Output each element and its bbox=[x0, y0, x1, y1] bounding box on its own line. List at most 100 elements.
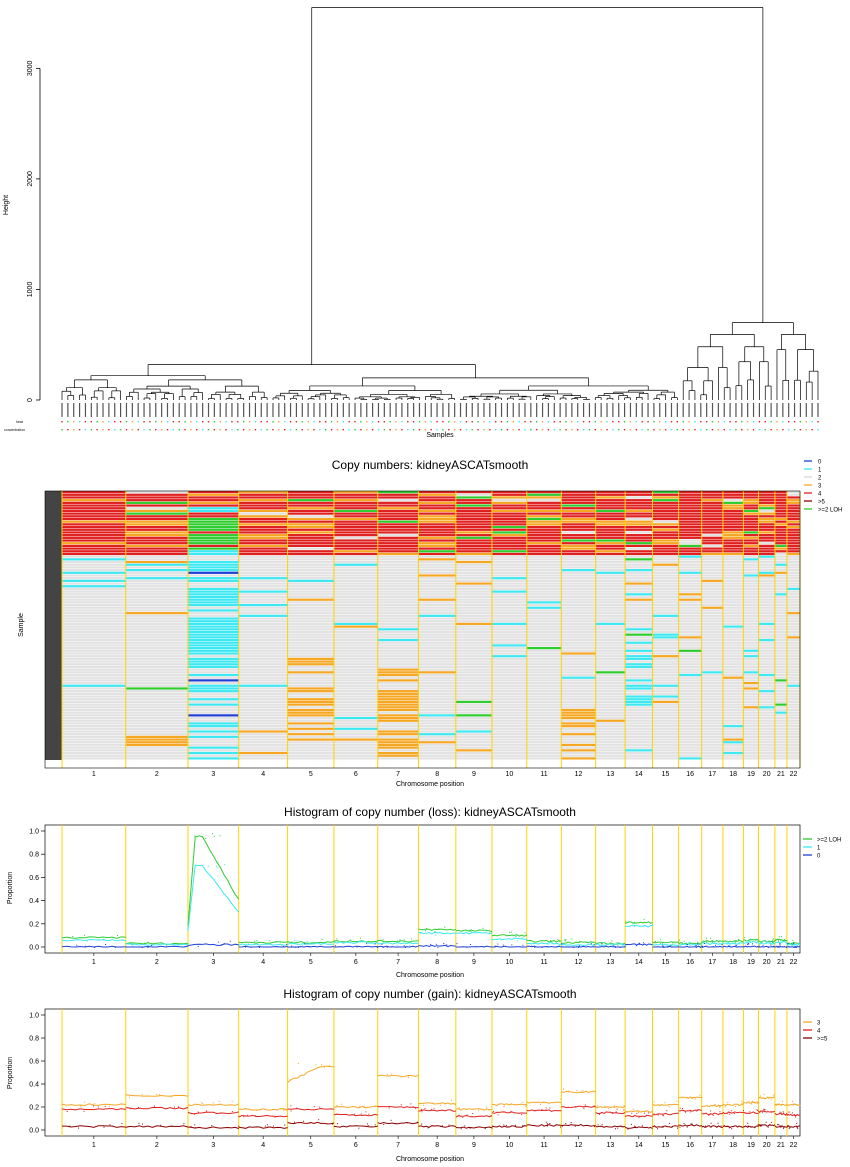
gain-ylabel: Proportion bbox=[7, 1057, 14, 1089]
heatmap-cell bbox=[786, 571, 800, 574]
series-point bbox=[160, 1124, 162, 1126]
heatmap-cell bbox=[455, 539, 492, 542]
heatmap-cell bbox=[491, 714, 527, 717]
heatmap-cell bbox=[625, 733, 653, 736]
heatmap-cell bbox=[595, 574, 626, 577]
dendrogram-leaf-label bbox=[758, 403, 760, 417]
heatmap-cell bbox=[455, 625, 492, 628]
dendrogram-leaf-heat-dot bbox=[770, 421, 772, 423]
heatmap-cell bbox=[722, 496, 744, 499]
heatmap-cell bbox=[786, 684, 800, 687]
heatmap-cell bbox=[377, 493, 419, 496]
heatmap-cell bbox=[187, 558, 239, 561]
dendrogram-leaf-label bbox=[612, 403, 614, 417]
heatmap-cell bbox=[287, 700, 334, 704]
heatmap-cell bbox=[418, 657, 456, 660]
heatmap-cell bbox=[526, 730, 562, 733]
series-point bbox=[795, 1116, 797, 1118]
heatmap-cell bbox=[526, 725, 562, 728]
heatmap-cell bbox=[561, 601, 596, 604]
heatmap-cell bbox=[701, 587, 723, 591]
heatmap-cell bbox=[625, 698, 653, 701]
heatmap-cell bbox=[595, 690, 626, 693]
series-line-1 bbox=[526, 942, 562, 945]
series-point bbox=[335, 945, 337, 947]
heatmap-cell bbox=[595, 698, 626, 701]
heatmap-cell bbox=[722, 560, 744, 564]
dendrogram-leaf-heat-dot bbox=[401, 421, 403, 423]
heatmap-cell bbox=[743, 711, 759, 714]
heatmap-cell bbox=[125, 499, 188, 502]
heatmap-cell bbox=[595, 552, 626, 556]
dendrogram-leaf-label bbox=[747, 403, 749, 417]
heatmap-cell bbox=[758, 491, 775, 494]
heatmap-cell bbox=[743, 644, 759, 647]
heatmap-cell bbox=[62, 574, 126, 577]
heatmap-cell bbox=[595, 625, 626, 628]
heatmap-cell bbox=[125, 595, 188, 599]
series-line-3 bbox=[678, 1096, 702, 1100]
series-point bbox=[539, 1103, 541, 1105]
heatmap-cell bbox=[678, 590, 702, 593]
heatmap-cell bbox=[595, 585, 626, 588]
heatmap-cell bbox=[758, 743, 775, 747]
series-point bbox=[764, 1109, 766, 1111]
heatmap-cell bbox=[287, 501, 334, 504]
heatmap-cell bbox=[625, 609, 653, 612]
dendrogram-leaf-label bbox=[793, 403, 796, 417]
heatmap-cell bbox=[786, 690, 800, 693]
heatmap-cell bbox=[418, 698, 456, 701]
series-point bbox=[763, 1108, 765, 1110]
series-point bbox=[517, 940, 519, 942]
heatmap-cell bbox=[701, 552, 723, 556]
heatmap-cell bbox=[418, 628, 456, 631]
series-line->=5 bbox=[701, 1125, 723, 1128]
heatmap-cell bbox=[62, 743, 126, 747]
series-line-1 bbox=[561, 943, 596, 947]
heatmap-cell bbox=[758, 714, 775, 717]
heatmap-cell bbox=[526, 749, 562, 752]
dendrogram-leaf-heat-dot bbox=[342, 421, 345, 423]
heatmap-cell bbox=[625, 681, 653, 685]
heatmap-cell bbox=[287, 714, 334, 717]
dendrogram-leaf-heat-dot bbox=[782, 421, 784, 423]
heatmap-cell bbox=[786, 633, 800, 636]
dendrogram-leaf-label bbox=[372, 403, 374, 417]
heatmap-cell bbox=[774, 574, 787, 577]
heatmap-cell bbox=[774, 539, 787, 542]
heatmap-cell bbox=[758, 552, 775, 556]
heatmap-cell bbox=[526, 630, 562, 634]
heatmap-cell bbox=[377, 749, 419, 752]
heatmap-cell bbox=[455, 749, 492, 752]
heatmap-cell bbox=[125, 665, 188, 669]
dendrogram-leaf-conc-dot bbox=[694, 429, 696, 431]
heatmap-cell bbox=[561, 719, 596, 722]
dendrogram-leaf-label bbox=[506, 403, 508, 417]
series-point bbox=[212, 833, 214, 835]
series-point bbox=[735, 941, 737, 943]
heatmap-cell bbox=[701, 504, 723, 507]
series-line-1 bbox=[652, 943, 679, 947]
heatmap-cell bbox=[238, 560, 288, 564]
heatmap-cell bbox=[701, 692, 723, 695]
heatmap-cell bbox=[722, 609, 744, 612]
heatmap-cell bbox=[652, 574, 679, 577]
heatmap-cell bbox=[418, 509, 456, 513]
series-point bbox=[400, 1104, 402, 1106]
series-point bbox=[780, 1113, 782, 1115]
series-point bbox=[689, 941, 691, 943]
heatmap-cell bbox=[722, 620, 744, 623]
heatmap-cell bbox=[774, 698, 787, 701]
dendrogram-leaf-label bbox=[770, 403, 772, 417]
heatmap-cell bbox=[491, 754, 527, 757]
dendrogram-leaf-label bbox=[752, 403, 755, 417]
heatmap-cell bbox=[62, 668, 126, 671]
heatmap-cell bbox=[786, 531, 800, 534]
heatmap-cell bbox=[238, 536, 288, 539]
series-line-4 bbox=[595, 1111, 626, 1115]
dendrogram-leaf-label bbox=[536, 403, 538, 417]
heatmap-cell bbox=[678, 668, 702, 671]
heatmap-cell bbox=[625, 711, 653, 714]
heatmap-cell bbox=[333, 665, 378, 669]
heatmap-cell bbox=[377, 628, 419, 631]
